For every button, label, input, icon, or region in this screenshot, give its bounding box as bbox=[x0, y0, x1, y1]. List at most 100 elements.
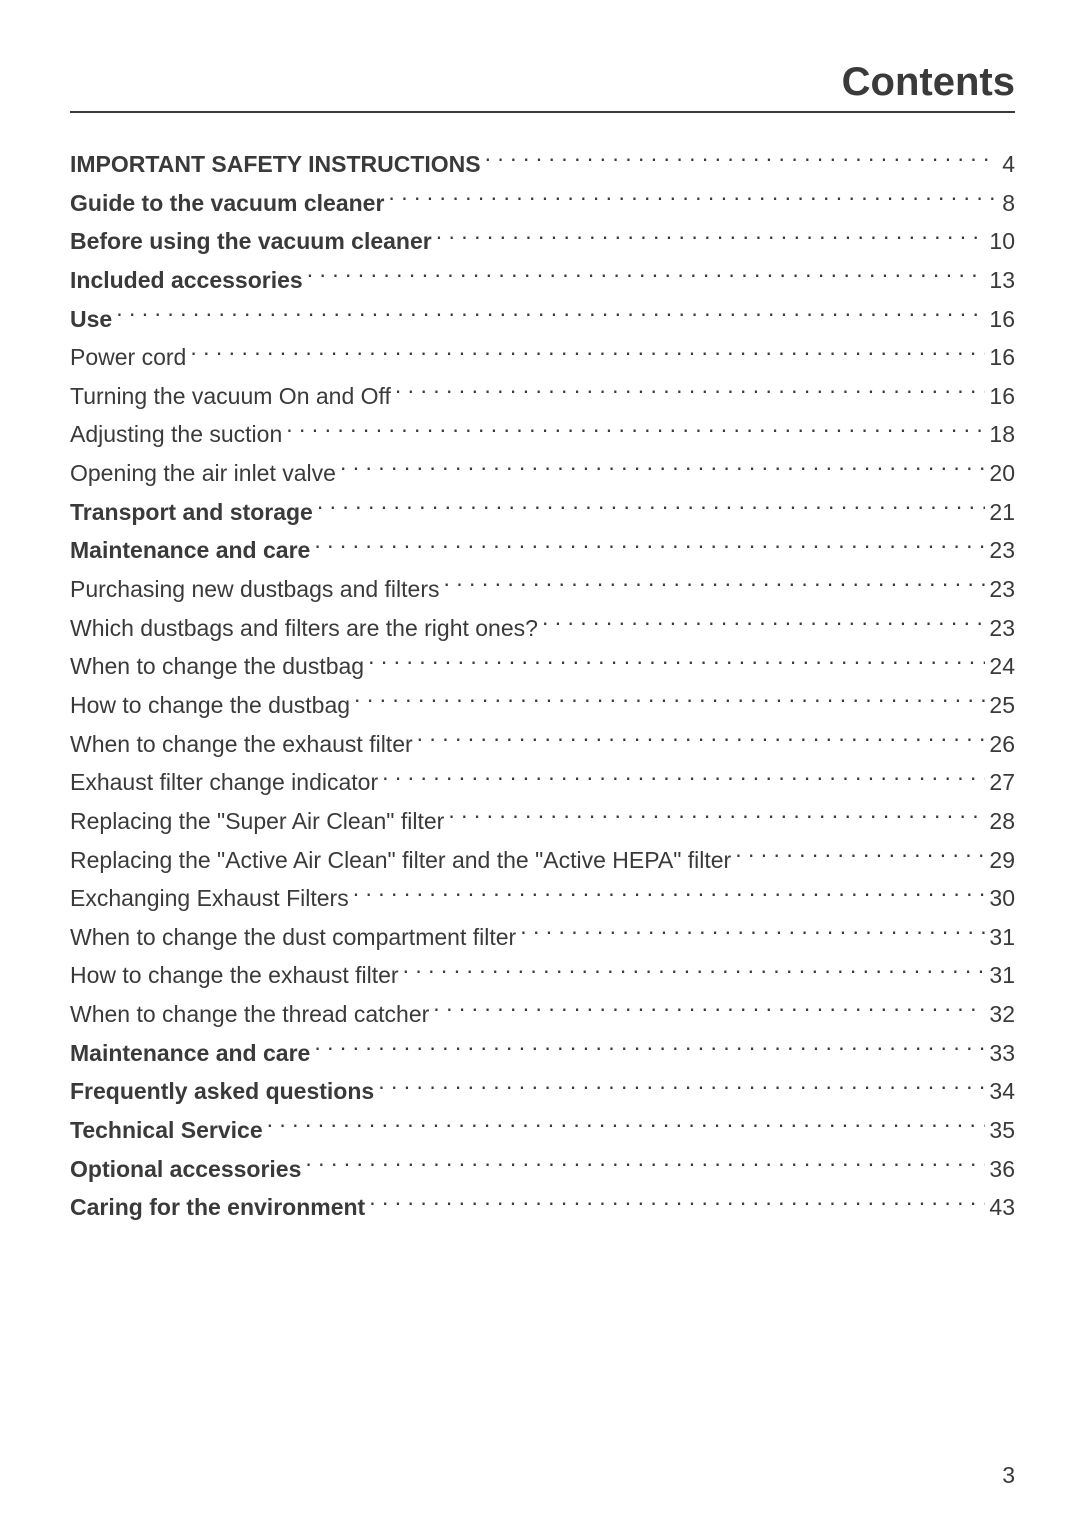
toc-entry: When to change the dustbag 24 bbox=[70, 649, 1015, 685]
toc-entry: Replacing the "Active Air Clean" filter … bbox=[70, 843, 1015, 879]
toc-entry-page: 32 bbox=[989, 997, 1015, 1033]
document-page: Contents IMPORTANT SAFETY INSTRUCTIONS4G… bbox=[0, 0, 1080, 1529]
toc-entry-page: 36 bbox=[989, 1152, 1015, 1188]
toc-leader-dots bbox=[340, 458, 985, 481]
toc-entry-label: Purchasing new dustbags and filters bbox=[70, 572, 440, 608]
toc-entry: Guide to the vacuum cleaner 8 bbox=[70, 186, 1015, 222]
toc-leader-dots bbox=[354, 690, 985, 713]
toc-leader-dots bbox=[353, 883, 986, 906]
toc-leader-dots bbox=[267, 1115, 986, 1138]
toc-entry: Adjusting the suction 18 bbox=[70, 417, 1015, 453]
toc-entry-page: 27 bbox=[989, 765, 1015, 801]
toc-entry: Purchasing new dustbags and filters23 bbox=[70, 572, 1015, 608]
toc-entry-label: When to change the thread catcher bbox=[70, 997, 429, 1033]
toc-leader-dots bbox=[436, 226, 986, 249]
toc-entry-page: 23 bbox=[989, 533, 1015, 569]
toc-entry: Use 16 bbox=[70, 302, 1015, 338]
toc-entry-page: 31 bbox=[989, 920, 1015, 956]
page-number: 3 bbox=[1002, 1462, 1015, 1489]
toc-entry-label: When to change the dustbag bbox=[70, 649, 364, 685]
toc-entry: When to change the exhaust filter 26 bbox=[70, 727, 1015, 763]
toc-entry-page: 8 bbox=[1002, 186, 1015, 222]
toc-entry-page: 24 bbox=[989, 649, 1015, 685]
toc-entry-label: Which dustbags and filters are the right… bbox=[70, 611, 538, 647]
toc-entry-label: Caring for the environment bbox=[70, 1190, 365, 1226]
toc-leader-dots bbox=[448, 806, 985, 829]
toc-leader-dots bbox=[382, 767, 985, 790]
toc-leader-dots bbox=[378, 1076, 985, 1099]
toc-entry-page: 31 bbox=[989, 958, 1015, 994]
page-header: Contents bbox=[70, 60, 1015, 113]
toc-entry-page: 35 bbox=[989, 1113, 1015, 1149]
toc-entry-page: 28 bbox=[989, 804, 1015, 840]
toc-entry-page: 18 bbox=[989, 417, 1015, 453]
toc-entry-label: Maintenance and care bbox=[70, 1036, 310, 1072]
toc-entry: Technical Service 35 bbox=[70, 1113, 1015, 1149]
toc-entry-page: 13 bbox=[989, 263, 1015, 299]
toc-entry: Opening the air inlet valve 20 bbox=[70, 456, 1015, 492]
toc-leader-dots bbox=[520, 922, 985, 945]
toc-entry-label: How to change the exhaust filter bbox=[70, 958, 399, 994]
toc-leader-dots bbox=[116, 304, 985, 327]
toc-entry-label: Included accessories bbox=[70, 263, 303, 299]
toc-entry-label: Maintenance and care bbox=[70, 533, 310, 569]
toc-leader-dots bbox=[735, 845, 985, 868]
toc-entry-label: Optional accessories bbox=[70, 1152, 301, 1188]
toc-entry-label: Turning the vacuum On and Off bbox=[70, 379, 391, 415]
toc-entry-page: 43 bbox=[989, 1190, 1015, 1226]
toc-entry-label: Guide to the vacuum cleaner bbox=[70, 186, 384, 222]
toc-entry-page: 25 bbox=[989, 688, 1015, 724]
toc-entry: IMPORTANT SAFETY INSTRUCTIONS4 bbox=[70, 147, 1015, 183]
toc-entry-label: When to change the dust compartment filt… bbox=[70, 920, 516, 956]
toc-entry-page: 10 bbox=[989, 224, 1015, 260]
toc-entry: Power cord16 bbox=[70, 340, 1015, 376]
toc-entry-label: When to change the exhaust filter bbox=[70, 727, 413, 763]
toc-entry: Exchanging Exhaust Filters 30 bbox=[70, 881, 1015, 917]
toc-leader-dots bbox=[485, 149, 999, 172]
toc-leader-dots bbox=[433, 999, 985, 1022]
toc-entry: Maintenance and care 33 bbox=[70, 1036, 1015, 1072]
page-title: Contents bbox=[70, 60, 1015, 105]
toc-entry-label: Transport and storage bbox=[70, 495, 313, 531]
toc-entry-page: 16 bbox=[989, 302, 1015, 338]
toc-entry: Included accessories 13 bbox=[70, 263, 1015, 299]
toc-entry: Before using the vacuum cleaner10 bbox=[70, 224, 1015, 260]
toc-entry-page: 26 bbox=[989, 727, 1015, 763]
toc-entry-label: Opening the air inlet valve bbox=[70, 456, 336, 492]
toc-leader-dots bbox=[314, 535, 985, 558]
toc-entry-page: 29 bbox=[989, 843, 1015, 879]
toc-leader-dots bbox=[388, 188, 998, 211]
toc-entry-page: 16 bbox=[989, 379, 1015, 415]
toc-entry-page: 20 bbox=[989, 456, 1015, 492]
toc-leader-dots bbox=[542, 613, 985, 636]
toc-entry: Turning the vacuum On and Off 16 bbox=[70, 379, 1015, 415]
toc-leader-dots bbox=[368, 651, 985, 674]
toc-leader-dots bbox=[305, 1154, 985, 1177]
toc-entry-label: Adjusting the suction bbox=[70, 417, 282, 453]
toc-entry-page: 34 bbox=[989, 1074, 1015, 1110]
toc-entry: How to change the exhaust filter 31 bbox=[70, 958, 1015, 994]
toc-leader-dots bbox=[444, 574, 986, 597]
toc-entry: Caring for the environment 43 bbox=[70, 1190, 1015, 1226]
toc-entry-page: 30 bbox=[989, 881, 1015, 917]
toc-leader-dots bbox=[395, 381, 986, 404]
toc-entry: Maintenance and care 23 bbox=[70, 533, 1015, 569]
toc-entry: When to change the dust compartment filt… bbox=[70, 920, 1015, 956]
toc-leader-dots bbox=[286, 419, 985, 442]
toc-entry-label: Exchanging Exhaust Filters bbox=[70, 881, 349, 917]
toc-leader-dots bbox=[369, 1192, 985, 1215]
toc-entry-page: 21 bbox=[989, 495, 1015, 531]
toc-entry-page: 23 bbox=[989, 611, 1015, 647]
toc-entry-label: Use bbox=[70, 302, 112, 338]
toc-leader-dots bbox=[317, 497, 986, 520]
toc-leader-dots bbox=[417, 729, 986, 752]
toc-leader-dots bbox=[190, 342, 985, 365]
toc-entry-label: Frequently asked questions bbox=[70, 1074, 374, 1110]
toc-entry: Frequently asked questions 34 bbox=[70, 1074, 1015, 1110]
toc-entry: How to change the dustbag25 bbox=[70, 688, 1015, 724]
toc-entry-label: Technical Service bbox=[70, 1113, 263, 1149]
toc-entry: Exhaust filter change indicator27 bbox=[70, 765, 1015, 801]
toc-entry-page: 33 bbox=[989, 1036, 1015, 1072]
toc-entry: Which dustbags and filters are the right… bbox=[70, 611, 1015, 647]
toc-leader-dots bbox=[314, 1038, 985, 1061]
